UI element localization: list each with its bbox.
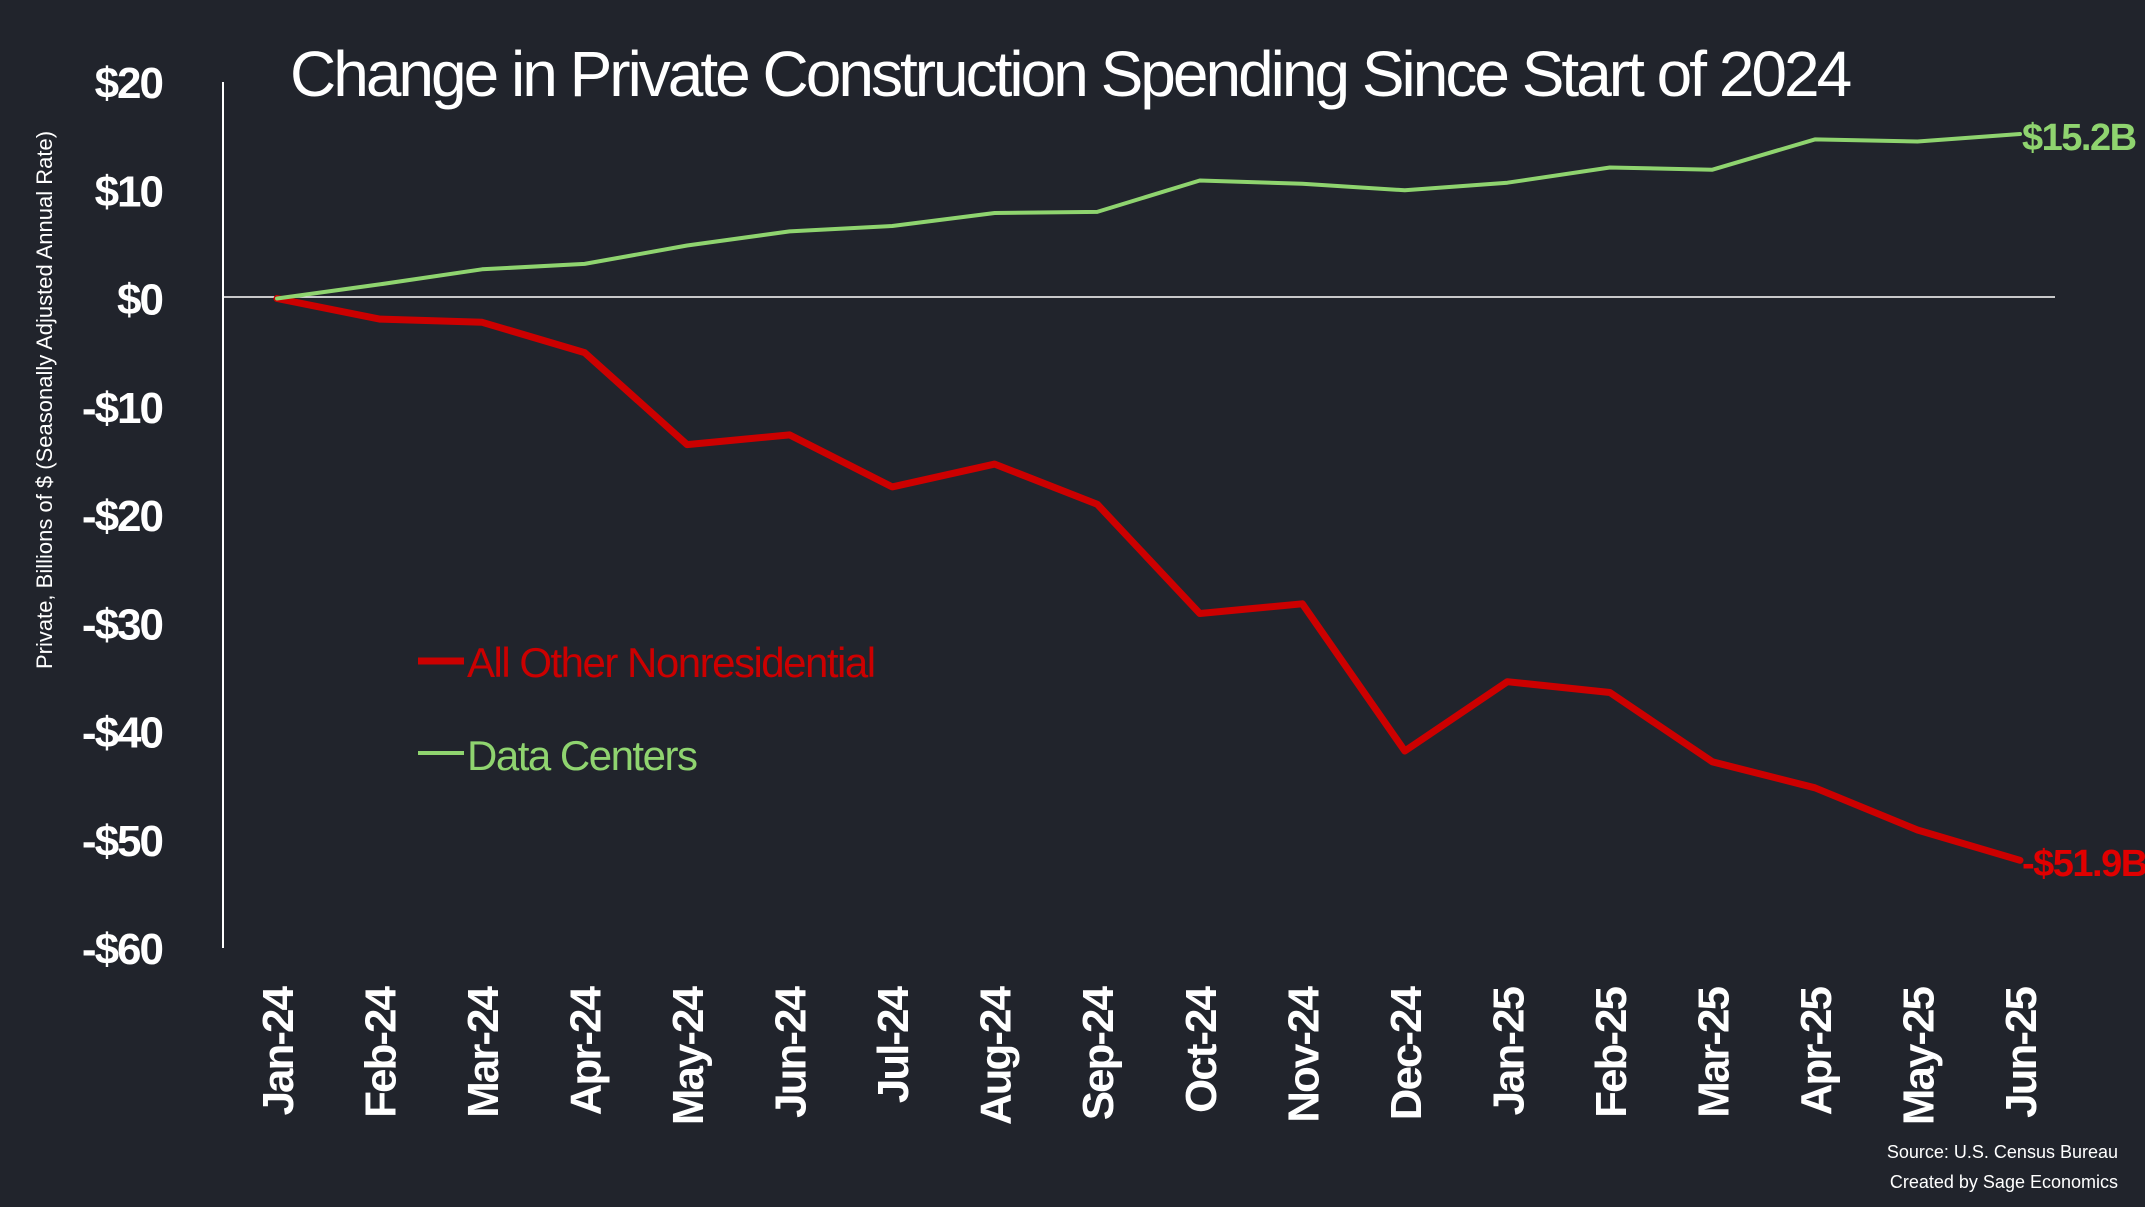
x-tick-label: Jun-25	[1997, 986, 2046, 1117]
x-tick-label: Jan-24	[254, 985, 303, 1115]
x-tick-label: Oct-24	[1177, 985, 1226, 1112]
y-tick-label: -$40	[82, 709, 163, 758]
series-line-all-other-nonresidential	[273, 295, 2024, 864]
x-tick-label: Apr-24	[562, 985, 611, 1115]
series-line-data-centers	[275, 132, 2022, 301]
x-tick-label: Jan-25	[1484, 986, 1533, 1115]
end-label-data-centers: $15.2B	[2022, 117, 2136, 159]
series-lines	[273, 132, 2024, 864]
end-label-all-other-nonresidential: -$51.9B	[2022, 843, 2145, 885]
x-tick-label: Sep-24	[1074, 985, 1123, 1120]
x-tick-label: Feb-25	[1587, 986, 1636, 1117]
x-tick-label: Apr-25	[1792, 986, 1841, 1115]
credit-text: Created by Sage Economics	[1890, 1172, 2118, 1192]
y-tick-label: $10	[95, 167, 163, 216]
x-tick-label: Dec-24	[1382, 985, 1431, 1120]
y-tick-label: -$50	[82, 817, 163, 866]
y-tick-label: $20	[95, 59, 163, 108]
x-tick-label: May-25	[1894, 986, 1943, 1125]
x-tick-label: Jul-24	[869, 985, 918, 1103]
y-axis-label: Private, Billions of $ (Seasonally Adjus…	[32, 131, 57, 669]
legend-label-data-centers: Data Centers	[467, 732, 697, 779]
y-tick-label: -$60	[82, 925, 163, 974]
source-text: Source: U.S. Census Bureau	[1887, 1142, 2118, 1162]
y-tick-label: -$10	[82, 384, 163, 433]
legend-label-all-other-nonresidential: All Other Nonresidential	[467, 639, 875, 686]
y-tick-label: $0	[117, 276, 162, 325]
x-tick-label: Mar-25	[1689, 986, 1738, 1117]
x-tick-label: May-24	[664, 985, 713, 1125]
legend: All Other Nonresidential Data Centers	[418, 639, 876, 779]
x-ticks: Jan-24 Feb-24 Mar-24 Apr-24 May-24 Jun-24 Jul-…	[254, 985, 2046, 1125]
x-tick-label: Aug-24	[972, 985, 1021, 1125]
chart-title: Change in Private Construction Spending …	[290, 38, 1851, 110]
x-tick-label: Mar-24	[459, 985, 508, 1117]
y-tick-label: -$30	[82, 600, 163, 649]
y-tick-label: -$20	[82, 492, 163, 541]
x-tick-label: Feb-24	[357, 985, 406, 1117]
x-tick-label: Nov-24	[1279, 985, 1328, 1122]
x-tick-label: Jun-24	[767, 985, 816, 1117]
y-ticks: $20 $10 $0 -$10 -$20 -$30 -$40 -$50 -$60	[82, 59, 165, 974]
